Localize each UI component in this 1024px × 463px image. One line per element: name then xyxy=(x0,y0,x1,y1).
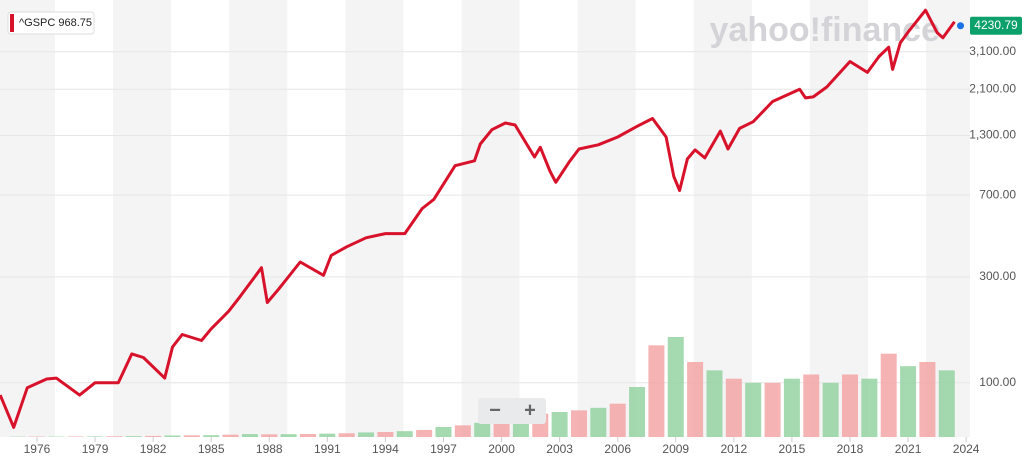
shade-band xyxy=(461,0,520,437)
shade-band xyxy=(345,0,404,437)
x-tick-label: 1997 xyxy=(430,442,457,456)
watermark: yahoo!finance xyxy=(710,11,940,49)
shade-band xyxy=(577,0,636,437)
shade-band xyxy=(0,0,55,437)
shade-band xyxy=(229,0,288,437)
zoom-in[interactable]: + xyxy=(524,399,536,421)
y-tick-label: 300.00 xyxy=(979,269,1016,283)
x-tick-label: 2021 xyxy=(895,442,922,456)
volume-bar xyxy=(319,433,336,437)
volume-bar xyxy=(609,403,626,437)
x-tick-label: 2003 xyxy=(546,442,573,456)
shade-band xyxy=(113,0,172,437)
x-tick-label: 2015 xyxy=(779,442,806,456)
volume-bar xyxy=(764,382,781,437)
volume-bar xyxy=(706,370,723,437)
volume-bar xyxy=(880,353,897,437)
x-tick-label: 1991 xyxy=(314,442,341,456)
x-tick-label: 1982 xyxy=(140,442,167,456)
volume-bar xyxy=(687,362,704,437)
x-tick-label: 1988 xyxy=(256,442,283,456)
x-tick-label: 2000 xyxy=(488,442,515,456)
y-tick-label: 700.00 xyxy=(979,187,1016,201)
price-line xyxy=(0,8,956,429)
price-tag xyxy=(970,16,1022,35)
volume-bar xyxy=(803,374,820,437)
y-tick-label: 3,100.00 xyxy=(969,44,1016,58)
volume-bar xyxy=(570,410,587,437)
volume-bar xyxy=(590,407,607,437)
volume-bar xyxy=(280,434,297,437)
x-tick-label: 1976 xyxy=(24,442,51,456)
volume-bar xyxy=(629,387,646,437)
x-tick-label: 1985 xyxy=(198,442,225,456)
volume-bar xyxy=(261,434,278,437)
volume-bar xyxy=(474,422,491,437)
x-tick-label: 1979 xyxy=(82,442,109,456)
volume-bar xyxy=(783,378,800,437)
volume-bar xyxy=(87,436,104,437)
legend-swatch xyxy=(10,14,14,32)
volume-bar xyxy=(861,378,878,437)
volume-bar xyxy=(745,382,762,437)
price-tag-text: 4230.79 xyxy=(974,18,1018,32)
volume-bar xyxy=(125,436,142,437)
volume-bar xyxy=(377,432,394,437)
x-tick-label: 2009 xyxy=(662,442,689,456)
y-tick-label: 2,100.00 xyxy=(969,81,1016,95)
y-tick-label: 100.00 xyxy=(979,375,1016,389)
volume-bar xyxy=(919,362,936,437)
legend-text: ^GSPC 968.75 xyxy=(19,17,92,29)
volume-bar xyxy=(106,436,123,437)
x-tick-label: 2024 xyxy=(953,442,980,456)
volume-bar xyxy=(222,434,239,437)
legend-box xyxy=(7,11,95,35)
volume-bar xyxy=(396,431,413,437)
y-tick-label: 1,300.00 xyxy=(969,128,1016,142)
volume-bar xyxy=(203,435,220,437)
volume-bar xyxy=(648,345,665,437)
volume-bar xyxy=(667,337,684,437)
shade-band xyxy=(693,0,752,437)
volume-bar xyxy=(841,374,858,437)
x-tick-label: 2018 xyxy=(837,442,864,456)
volume-bar xyxy=(67,436,84,437)
volume-bar xyxy=(900,366,917,437)
last-dot xyxy=(957,22,965,30)
legend: ^GSPC 968.75 xyxy=(7,11,95,35)
volume-bar xyxy=(435,427,452,437)
volume-bar xyxy=(822,382,839,437)
volume-bar xyxy=(338,433,355,437)
volume-bar xyxy=(164,435,181,437)
volume-bar xyxy=(938,370,955,437)
x-tick-label: 2006 xyxy=(604,442,631,456)
volume-bar xyxy=(241,434,258,437)
volume-bar xyxy=(454,425,471,437)
x-tick-label: 2012 xyxy=(720,442,747,456)
volume-bar xyxy=(416,429,433,437)
zoom-controls[interactable]: − + xyxy=(478,398,546,424)
volume-bar xyxy=(183,435,200,437)
volume-bar xyxy=(358,432,375,437)
volume-bar xyxy=(145,435,162,437)
volume-bar xyxy=(725,378,742,437)
volume-bar xyxy=(551,412,568,437)
x-tick-label: 1994 xyxy=(372,442,399,456)
volume-bar xyxy=(299,434,316,437)
zoom-out[interactable]: − xyxy=(489,399,501,421)
zoom-box[interactable] xyxy=(478,398,546,424)
